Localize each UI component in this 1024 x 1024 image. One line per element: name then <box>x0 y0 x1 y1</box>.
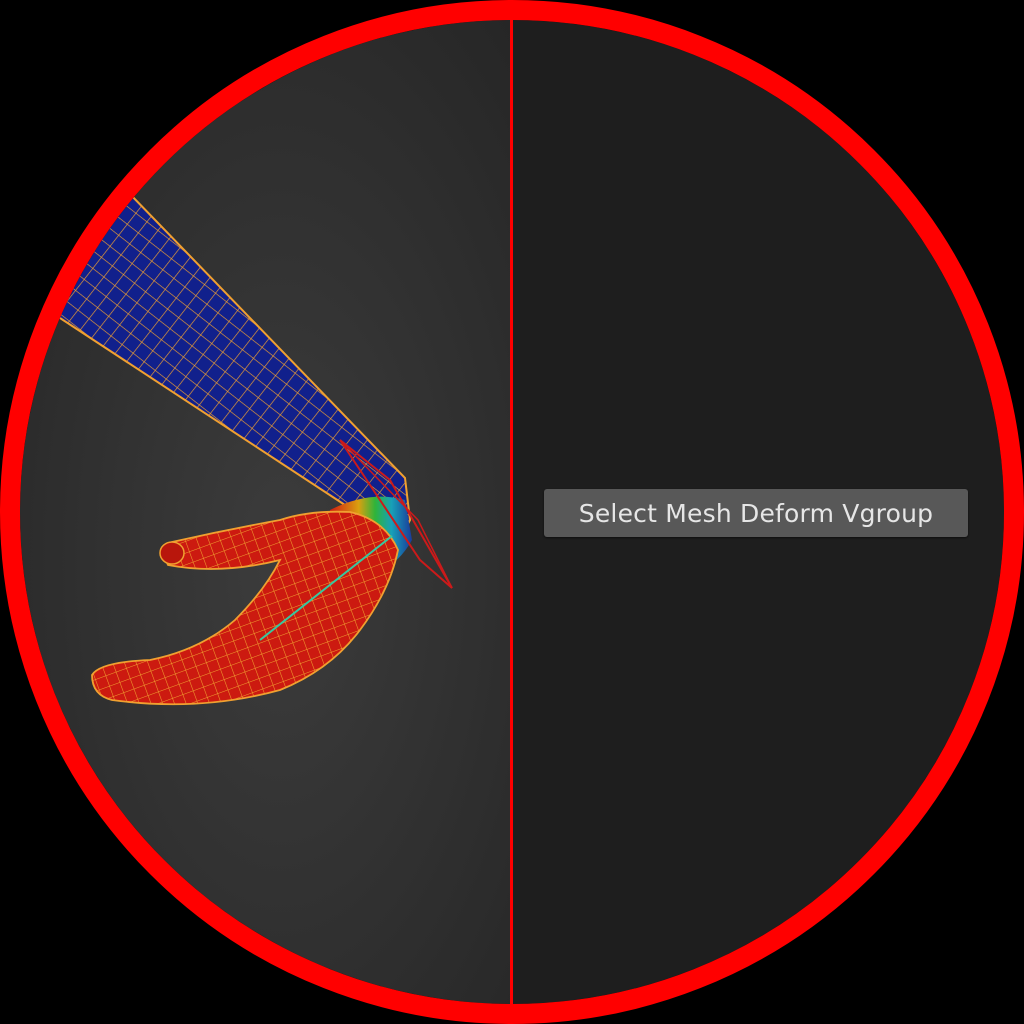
tooltip-label: Select Mesh Deform Vgroup <box>578 498 934 528</box>
armature-bone-icon[interactable] <box>339 439 453 589</box>
3d-viewport[interactable] <box>0 0 511 1024</box>
hand-mesh[interactable] <box>91 510 399 706</box>
bone-axis <box>259 535 393 641</box>
tooltip: Select Mesh Deform Vgroup <box>544 489 968 537</box>
